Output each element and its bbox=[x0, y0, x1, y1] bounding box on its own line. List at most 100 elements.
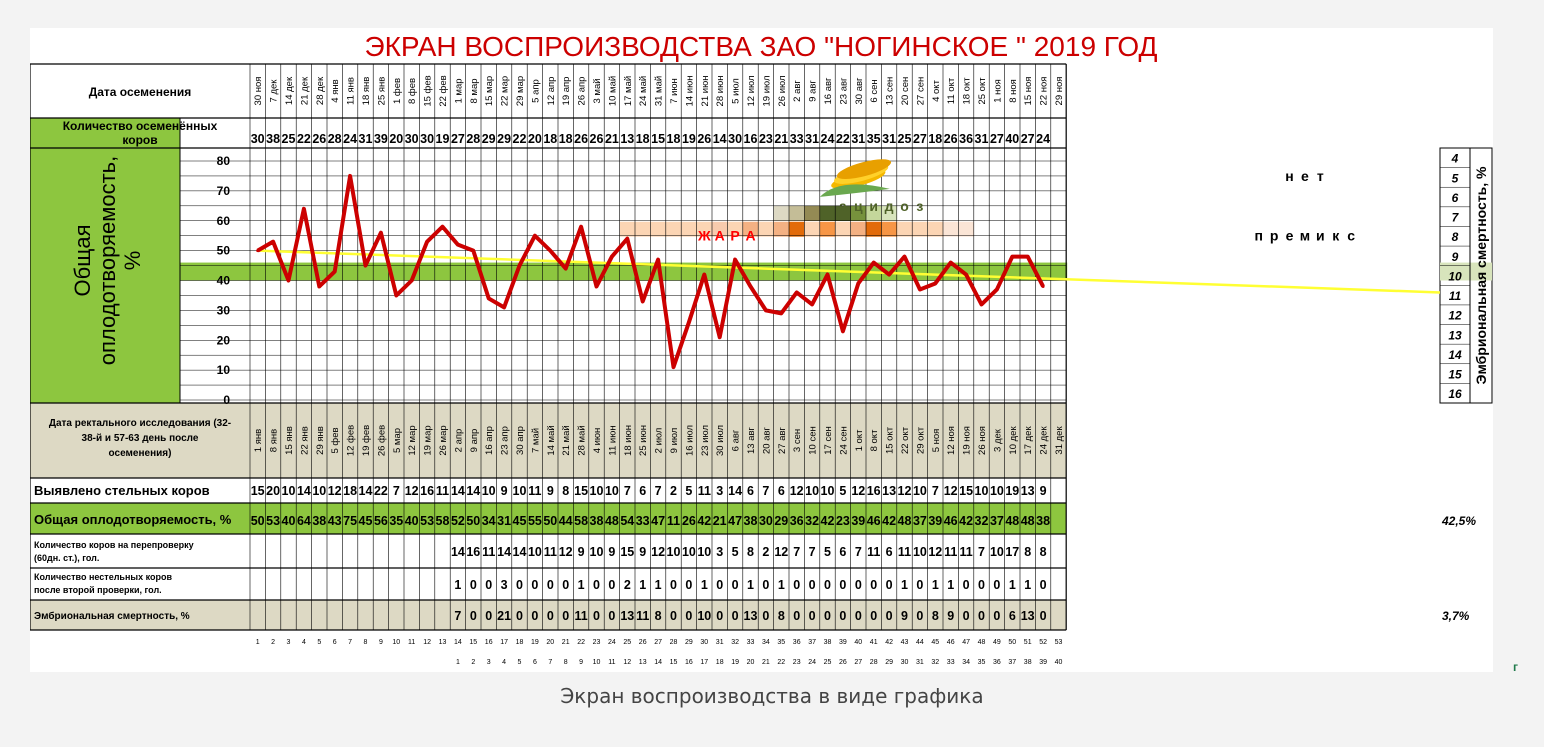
embryo-cell: 0 bbox=[978, 609, 985, 623]
week-number-2: 19 bbox=[731, 659, 739, 666]
fertility-cell: 37 bbox=[913, 514, 927, 528]
week-number-2: 9 bbox=[579, 659, 583, 666]
rectal-date-label: 1 янв bbox=[253, 429, 264, 452]
embryo-cell: 13 bbox=[620, 609, 634, 623]
fertility-point bbox=[702, 273, 706, 277]
fertility-cell: 32 bbox=[805, 514, 819, 528]
heat-cell bbox=[665, 221, 682, 237]
fertility-cell: 47 bbox=[651, 514, 665, 528]
recheck-cell: 15 bbox=[620, 545, 634, 559]
fertility-cell: 32 bbox=[975, 514, 989, 528]
fertility-cell: 53 bbox=[266, 514, 280, 528]
recheck-cell: 6 bbox=[886, 545, 893, 559]
insem-date-label: 12 июл bbox=[746, 76, 757, 107]
fertility-point bbox=[903, 255, 906, 259]
pregnant-cell: 3 bbox=[716, 484, 723, 498]
fertility-cell: 42 bbox=[697, 514, 711, 528]
fertility-cell: 43 bbox=[328, 514, 342, 528]
pregnant-cell: 19 bbox=[1005, 484, 1019, 498]
pregnant-cell: 7 bbox=[655, 484, 662, 498]
insem-date-label: 30 авг bbox=[854, 77, 865, 105]
nonpreg-cell: 0 bbox=[485, 578, 492, 592]
rectal-date-label: 6 авг bbox=[731, 429, 742, 451]
heat-cell bbox=[943, 221, 959, 237]
nonpreg-cell: 0 bbox=[886, 578, 893, 592]
embryo-cell: 0 bbox=[762, 609, 769, 623]
recheck-cell: 11 bbox=[544, 545, 557, 559]
reproduction-sheet: ЭКРАН ВОСПРОИЗВОДСТВА ЗАО "НОГИНСКОЕ " 2… bbox=[29, 28, 1493, 672]
recheck-cell: 17 bbox=[1005, 545, 1019, 559]
recheck-cell: 14 bbox=[497, 545, 511, 559]
fertility-point bbox=[733, 258, 737, 262]
heat-cell bbox=[912, 221, 928, 237]
image-caption: Экран воспроизводства в виде графика bbox=[560, 684, 984, 708]
insem-date-label: 20 сен bbox=[900, 77, 911, 106]
rectal-date-label: 14 май bbox=[546, 425, 557, 455]
week-number-2: 27 bbox=[854, 659, 862, 666]
week-number-2: 26 bbox=[839, 659, 847, 666]
fertility-point bbox=[949, 261, 953, 265]
week-number-2: 15 bbox=[670, 659, 678, 666]
right-tick-label: 11 bbox=[1449, 289, 1462, 303]
insem-count-cell: 27 bbox=[451, 132, 465, 146]
embryo-cell: 0 bbox=[716, 609, 723, 623]
fertility-row-bg bbox=[250, 503, 1067, 534]
right-tick-label: 16 bbox=[1448, 387, 1462, 401]
week-number-2: 1 bbox=[456, 659, 460, 666]
pregnant-cell: 7 bbox=[762, 484, 769, 498]
rectal-date-label: 24 дек bbox=[1039, 426, 1050, 455]
premix-letter: с bbox=[1347, 228, 1355, 244]
week-number: 34 bbox=[762, 639, 770, 646]
rectal-date-label: 28 май bbox=[577, 425, 588, 455]
heat-letter: А bbox=[715, 228, 725, 244]
rectal-date-label: 15 янв bbox=[284, 426, 295, 455]
week-number: 3 bbox=[287, 639, 291, 646]
pregnant-cell: 13 bbox=[1021, 484, 1035, 498]
fertility-point bbox=[548, 249, 552, 253]
fertility-cell: 50 bbox=[466, 514, 480, 528]
heat-cell bbox=[742, 221, 759, 237]
recheck-cell: 12 bbox=[651, 545, 665, 559]
pregnant-cell: 7 bbox=[624, 484, 631, 498]
fertility-label-panel bbox=[30, 503, 250, 534]
insem-count-cell: 26 bbox=[590, 132, 604, 146]
pregnant-cell: 14 bbox=[728, 484, 742, 498]
rectal-date-label: 19 мар bbox=[423, 425, 434, 455]
rectal-date-label: 22 окт bbox=[900, 426, 911, 454]
embryo-cell: 0 bbox=[839, 609, 846, 623]
insem-count-cell: 38 bbox=[266, 132, 280, 146]
insem-date-label: 29 ноя bbox=[1054, 77, 1065, 106]
week-number: 8 bbox=[364, 639, 368, 646]
rectal-date-label: 2 июл bbox=[654, 428, 665, 454]
heat-letter: Ж bbox=[697, 228, 711, 244]
insem-count-cell: 27 bbox=[990, 132, 1004, 146]
fertility-point bbox=[1041, 284, 1045, 288]
nonpreg-cell: 2 bbox=[624, 578, 631, 592]
week-number: 16 bbox=[485, 639, 493, 646]
fertility-point bbox=[271, 240, 275, 244]
fertility-point bbox=[441, 225, 444, 229]
insem-date-label: 7 дек bbox=[269, 79, 280, 103]
fertility-cell: 40 bbox=[405, 514, 419, 528]
fertility-cell: 52 bbox=[451, 514, 465, 528]
embryo-cell: 0 bbox=[793, 609, 800, 623]
insem-count-cell: 21 bbox=[605, 132, 619, 146]
week-number-2: 14 bbox=[654, 659, 662, 666]
acidosis-cell bbox=[789, 205, 805, 221]
rectal-date-label: 22 янв bbox=[299, 426, 310, 455]
insem-date-label: 2 авг bbox=[792, 80, 803, 102]
nonpreg-cell: 0 bbox=[562, 578, 569, 592]
week-number-2: 35 bbox=[978, 659, 986, 666]
right-tick-label: 13 bbox=[1448, 328, 1462, 342]
fertility-point bbox=[487, 296, 491, 300]
fertility-cell: 36 bbox=[790, 514, 804, 528]
insem-count-cell: 30 bbox=[420, 132, 434, 146]
week-number-2: 38 bbox=[1024, 659, 1032, 666]
embryo-cell: 0 bbox=[593, 609, 600, 623]
week-number: 46 bbox=[947, 639, 955, 646]
fertility-cell: 39 bbox=[928, 514, 942, 528]
insem-date-label: 19 апр bbox=[561, 77, 572, 106]
insem-date-label: 5 июл bbox=[731, 78, 742, 104]
insem-count-cell: 24 bbox=[821, 132, 835, 146]
week-number: 15 bbox=[469, 639, 477, 646]
